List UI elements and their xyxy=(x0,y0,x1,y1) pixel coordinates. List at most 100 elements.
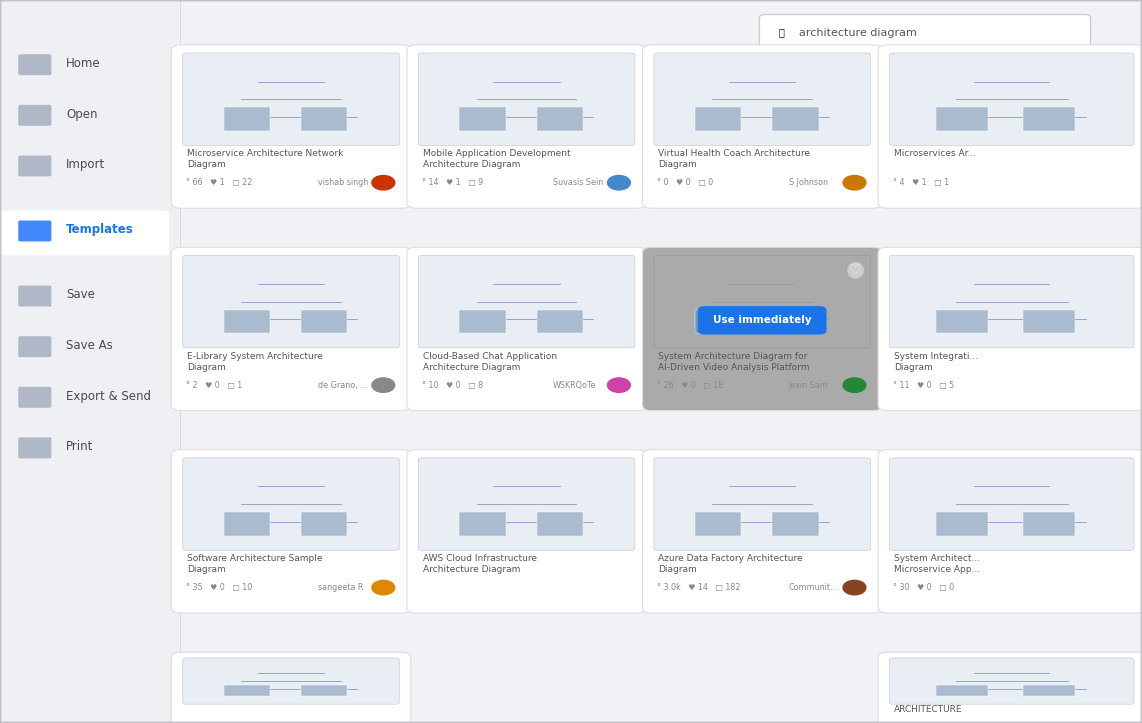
FancyBboxPatch shape xyxy=(654,255,870,348)
FancyBboxPatch shape xyxy=(759,14,1091,51)
Text: System Architecture Diagram for
AI-Driven Video Analysis Platform: System Architecture Diagram for AI-Drive… xyxy=(659,351,810,372)
FancyBboxPatch shape xyxy=(890,458,1134,550)
FancyBboxPatch shape xyxy=(694,512,741,536)
FancyBboxPatch shape xyxy=(878,652,1142,723)
FancyBboxPatch shape xyxy=(654,53,870,145)
Circle shape xyxy=(608,378,630,393)
FancyBboxPatch shape xyxy=(301,685,347,696)
Text: ° 14   ♥ 1   □ 9: ° 14 ♥ 1 □ 9 xyxy=(421,178,483,187)
Text: Azure Data Factory Architecture
Diagram: Azure Data Factory Architecture Diagram xyxy=(659,554,803,574)
Text: architecture diagram: architecture diagram xyxy=(799,27,917,38)
FancyBboxPatch shape xyxy=(1023,107,1075,131)
Text: ° 66   ♥ 1   □ 22: ° 66 ♥ 1 □ 22 xyxy=(186,178,252,187)
FancyBboxPatch shape xyxy=(0,0,180,723)
FancyBboxPatch shape xyxy=(772,512,819,536)
FancyBboxPatch shape xyxy=(0,210,169,255)
FancyBboxPatch shape xyxy=(537,309,584,333)
FancyBboxPatch shape xyxy=(643,247,882,411)
Text: WSKRQoTe: WSKRQoTe xyxy=(553,380,596,390)
Text: Suvasis Sein: Suvasis Sein xyxy=(553,178,603,187)
Text: Communit...: Communit... xyxy=(789,583,838,592)
Text: Save: Save xyxy=(66,288,95,301)
FancyBboxPatch shape xyxy=(407,450,646,613)
FancyBboxPatch shape xyxy=(183,255,400,348)
FancyBboxPatch shape xyxy=(407,45,646,208)
Circle shape xyxy=(843,378,866,393)
FancyBboxPatch shape xyxy=(1023,309,1075,333)
Text: Software Architecture Sample
Diagram: Software Architecture Sample Diagram xyxy=(187,554,323,574)
Text: Templates: Templates xyxy=(66,223,134,236)
FancyBboxPatch shape xyxy=(418,458,635,550)
FancyBboxPatch shape xyxy=(183,658,400,704)
Text: Microservices Ar...: Microservices Ar... xyxy=(894,149,976,158)
Text: ° 30   ♥ 0   □ 0: ° 30 ♥ 0 □ 0 xyxy=(893,583,954,592)
FancyBboxPatch shape xyxy=(171,45,411,208)
Text: System Integrati...
Diagram: System Integrati... Diagram xyxy=(894,351,979,372)
FancyBboxPatch shape xyxy=(459,309,506,333)
Text: ° 10   ♥ 0   □ 8: ° 10 ♥ 0 □ 8 xyxy=(421,380,483,390)
Text: Virtual Health Coach Architecture
Diagram: Virtual Health Coach Architecture Diagra… xyxy=(659,149,811,169)
FancyBboxPatch shape xyxy=(224,309,270,333)
FancyBboxPatch shape xyxy=(301,107,347,131)
Text: sangeeta R: sangeeta R xyxy=(317,583,363,592)
Text: Print: Print xyxy=(66,440,94,453)
FancyBboxPatch shape xyxy=(643,450,882,613)
FancyBboxPatch shape xyxy=(537,107,584,131)
FancyBboxPatch shape xyxy=(407,247,646,411)
FancyBboxPatch shape xyxy=(537,512,584,536)
FancyBboxPatch shape xyxy=(18,336,51,357)
Text: Open: Open xyxy=(66,108,98,121)
FancyBboxPatch shape xyxy=(224,512,270,536)
Text: ARCHITECTURE: ARCHITECTURE xyxy=(894,705,963,714)
FancyBboxPatch shape xyxy=(654,458,870,550)
FancyBboxPatch shape xyxy=(890,255,1134,348)
Text: Mobile Application Development
Architecture Diagram: Mobile Application Development Architect… xyxy=(423,149,571,169)
FancyBboxPatch shape xyxy=(878,450,1142,613)
FancyBboxPatch shape xyxy=(183,53,400,145)
Text: ° 3.0k   ♥ 14   □ 182: ° 3.0k ♥ 14 □ 182 xyxy=(658,583,741,592)
Circle shape xyxy=(843,176,866,190)
FancyBboxPatch shape xyxy=(1023,685,1075,696)
FancyBboxPatch shape xyxy=(694,309,741,333)
FancyBboxPatch shape xyxy=(418,53,635,145)
Text: de Grano, ...: de Grano, ... xyxy=(317,380,368,390)
Text: Import: Import xyxy=(66,158,105,171)
FancyBboxPatch shape xyxy=(935,512,988,536)
Text: ° 0   ♥ 0   □ 0: ° 0 ♥ 0 □ 0 xyxy=(658,178,714,187)
Text: ° 11   ♥ 0   □ 5: ° 11 ♥ 0 □ 5 xyxy=(893,380,955,390)
Text: E-Library System Architecture
Diagram: E-Library System Architecture Diagram xyxy=(187,351,323,372)
FancyBboxPatch shape xyxy=(935,685,988,696)
Text: Save As: Save As xyxy=(66,339,113,352)
FancyBboxPatch shape xyxy=(643,45,882,208)
Text: S Johnson: S Johnson xyxy=(789,178,828,187)
FancyBboxPatch shape xyxy=(418,255,635,348)
Text: System Architect...
Microservice App...: System Architect... Microservice App... xyxy=(894,554,980,574)
FancyBboxPatch shape xyxy=(935,107,988,131)
FancyBboxPatch shape xyxy=(171,247,411,411)
FancyBboxPatch shape xyxy=(878,45,1142,208)
Circle shape xyxy=(372,378,395,393)
FancyBboxPatch shape xyxy=(301,512,347,536)
Text: ° 26   ♥ 0   □ 18: ° 26 ♥ 0 □ 18 xyxy=(658,380,724,390)
FancyBboxPatch shape xyxy=(171,450,411,613)
FancyBboxPatch shape xyxy=(301,309,347,333)
Circle shape xyxy=(372,581,395,595)
FancyBboxPatch shape xyxy=(772,107,819,131)
FancyBboxPatch shape xyxy=(18,387,51,408)
Text: Export & Send: Export & Send xyxy=(66,390,151,403)
FancyBboxPatch shape xyxy=(890,53,1134,145)
Text: Jexin Sam: Jexin Sam xyxy=(789,380,828,390)
Circle shape xyxy=(843,581,866,595)
FancyBboxPatch shape xyxy=(1023,512,1075,536)
FancyBboxPatch shape xyxy=(878,247,1142,411)
Text: Microservice Architecture Network
Diagram: Microservice Architecture Network Diagra… xyxy=(187,149,344,169)
Text: 🔍: 🔍 xyxy=(779,27,785,38)
Text: ° 4   ♥ 1   □ 1: ° 4 ♥ 1 □ 1 xyxy=(893,178,949,187)
FancyBboxPatch shape xyxy=(18,286,51,307)
Text: ° 35   ♥ 0   □ 10: ° 35 ♥ 0 □ 10 xyxy=(186,583,252,592)
FancyBboxPatch shape xyxy=(18,105,51,126)
FancyBboxPatch shape xyxy=(18,221,51,241)
FancyBboxPatch shape xyxy=(183,458,400,550)
FancyBboxPatch shape xyxy=(18,54,51,75)
FancyBboxPatch shape xyxy=(18,437,51,458)
